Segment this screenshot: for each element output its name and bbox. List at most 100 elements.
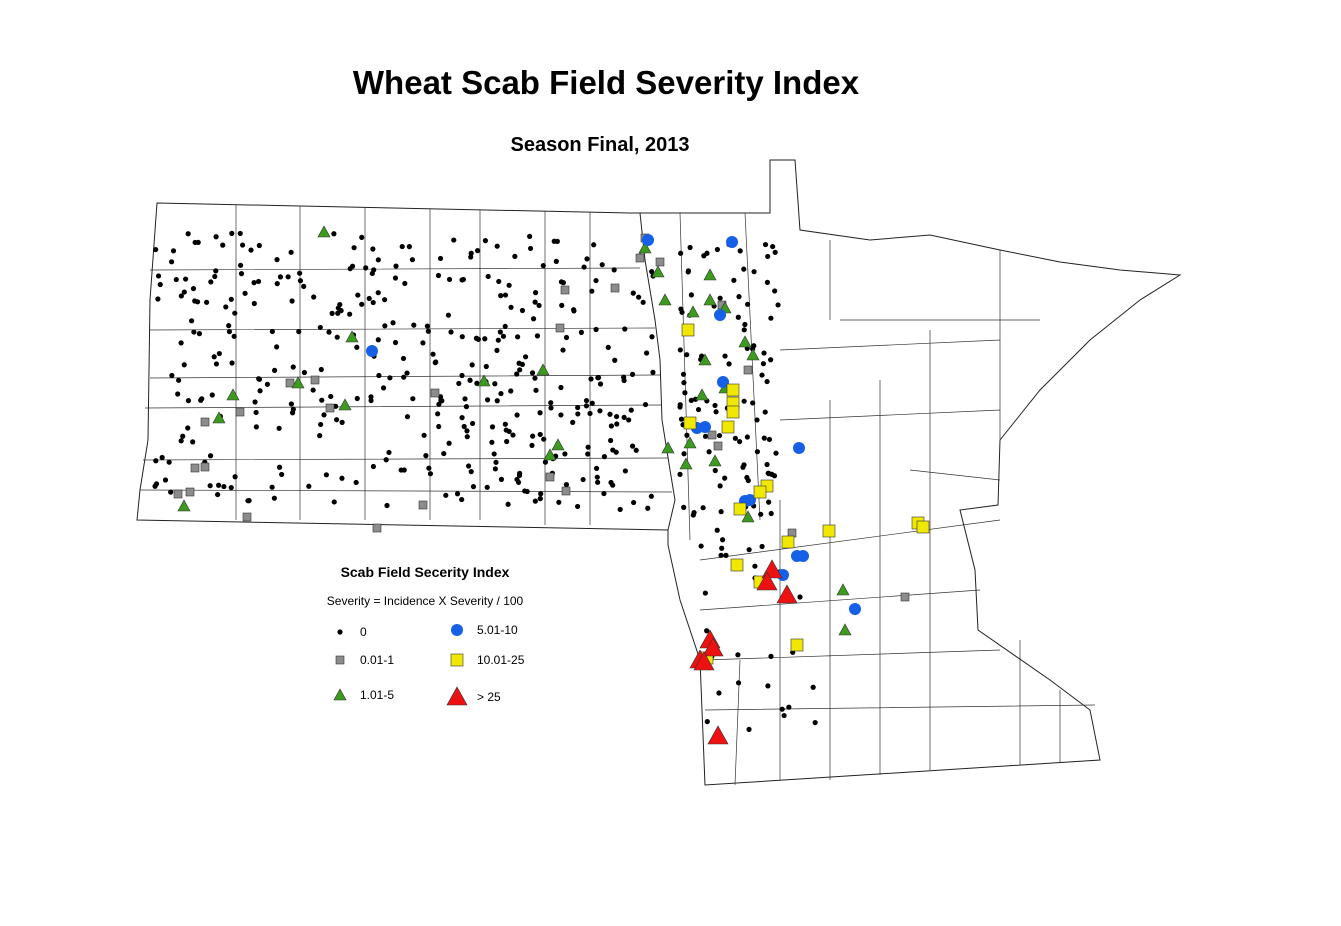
marker-dot — [368, 397, 374, 404]
marker-dot — [209, 392, 215, 398]
marker-dot — [594, 474, 600, 480]
marker-dot — [329, 310, 335, 316]
marker-dot — [713, 409, 719, 415]
marker-dot — [560, 347, 566, 353]
marker-dot — [289, 298, 295, 304]
marker-dot — [375, 257, 381, 263]
marker-dot — [178, 340, 184, 346]
marker-dot — [482, 336, 488, 342]
marker-dot — [607, 411, 613, 417]
marker-dot — [198, 397, 204, 403]
marker-dot — [399, 243, 405, 250]
marker-dot — [585, 444, 591, 450]
legend-label: 1.01-5 — [360, 688, 394, 702]
marker-dot — [601, 490, 607, 497]
marker-square — [190, 463, 200, 473]
marker-dot — [181, 362, 187, 368]
legend: Scab Field Secerity Index Severity = Inc… — [327, 564, 525, 706]
marker-triangle — [686, 305, 700, 318]
marker-dot — [554, 238, 560, 244]
marker-dot — [502, 323, 508, 330]
marker-triangle — [746, 348, 760, 361]
marker-dot — [484, 484, 490, 490]
marker-dot — [255, 278, 262, 285]
marker-dot — [459, 334, 465, 340]
marker-dot — [614, 421, 620, 427]
legend-label: 0.01-1 — [360, 653, 394, 667]
marker-dot — [317, 324, 323, 331]
marker-dot — [483, 363, 489, 370]
marker-dot — [409, 257, 416, 263]
marker-dot — [514, 371, 520, 377]
marker-dot — [269, 484, 275, 490]
marker-dot — [695, 406, 702, 413]
marker-dot — [522, 488, 528, 494]
marker-dot — [736, 438, 743, 445]
marker-square — [235, 407, 245, 417]
marker-dot — [317, 433, 323, 439]
marker-dot — [558, 412, 564, 418]
marker-dot — [216, 350, 222, 357]
marker-dot — [353, 479, 359, 486]
marker-dot — [354, 344, 360, 350]
marker-dot — [735, 652, 741, 658]
marker-dot — [446, 276, 453, 283]
marker-square — [335, 655, 345, 665]
marker-dot — [759, 543, 765, 550]
marker-triangle — [695, 388, 709, 401]
marker-dot — [339, 419, 345, 425]
marker-dot — [702, 433, 709, 439]
marker-circle — [699, 421, 711, 433]
marker-dot — [335, 310, 341, 316]
marker-dot — [587, 410, 593, 417]
marker-dot — [718, 509, 724, 515]
marker-dot — [238, 271, 245, 277]
marker-dot — [271, 495, 277, 501]
marker-dot — [248, 247, 254, 253]
marker-dot — [213, 361, 220, 367]
marker-dot — [181, 289, 187, 295]
marker-dot — [608, 437, 614, 444]
marker-dot — [719, 537, 726, 543]
marker-square-large — [726, 405, 740, 419]
red-river — [639, 212, 676, 531]
marker-dot — [580, 476, 586, 483]
marker-dot — [704, 628, 710, 634]
marker-square — [173, 489, 183, 499]
marker-dot — [588, 376, 594, 382]
marker-triangle — [703, 293, 717, 306]
marker-triangle-large — [756, 571, 778, 591]
marker-dot — [678, 416, 685, 422]
marker-dot — [323, 472, 329, 478]
marker-dot — [722, 353, 728, 359]
marker-dot — [189, 318, 195, 324]
marker-dot — [741, 327, 747, 333]
marker-dot — [762, 241, 769, 248]
marker-dot — [274, 281, 280, 287]
marker-dot — [464, 434, 470, 440]
marker-dot — [698, 543, 704, 549]
marker-dot — [465, 463, 472, 469]
marker-dot — [680, 371, 687, 377]
marker-dot — [328, 393, 334, 400]
marker-dot — [562, 451, 568, 457]
marker-dot — [493, 459, 499, 465]
marker-dot — [253, 424, 259, 430]
marker-dot — [182, 276, 189, 282]
marker-dot — [597, 381, 604, 387]
marker-dot — [253, 409, 259, 416]
marker-dot — [153, 246, 159, 253]
marker-dot — [768, 357, 774, 363]
marker-dot — [297, 278, 304, 284]
marker-dot — [537, 410, 543, 416]
marker-dot — [398, 467, 404, 473]
marker-dot — [649, 269, 655, 275]
marker-dot — [512, 253, 518, 259]
marker-dot — [173, 276, 179, 283]
marker-square — [713, 441, 723, 451]
marker-dot — [489, 424, 496, 430]
marker-dot — [288, 249, 294, 255]
marker-dot — [541, 436, 547, 442]
marker-dot — [622, 468, 628, 474]
marker-dot — [448, 329, 454, 335]
